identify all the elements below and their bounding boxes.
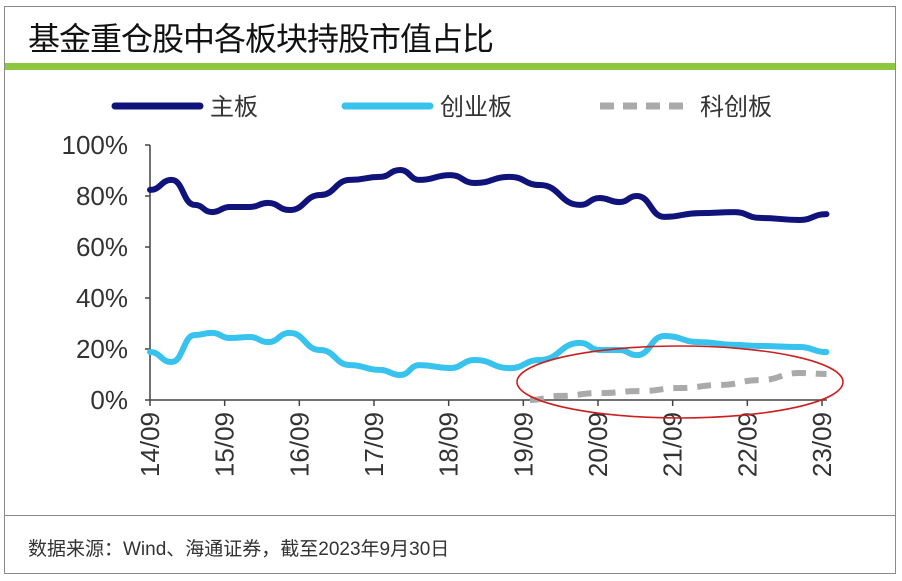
y-tick-label: 60% xyxy=(76,232,128,262)
legend-label: 主板 xyxy=(210,93,258,121)
legend-label: 创业板 xyxy=(440,93,512,121)
footer-divider xyxy=(5,515,895,516)
y-tick-label: 0% xyxy=(90,385,128,415)
y-tick-label: 100% xyxy=(62,130,129,160)
x-tick-label: 20/09 xyxy=(583,412,613,477)
annotation-ellipse xyxy=(516,345,844,419)
chart-title: 基金重仓股中各板块持股市值占比 xyxy=(28,21,494,57)
x-tick-label: 14/09 xyxy=(135,412,165,477)
series-line-3 xyxy=(529,369,827,403)
legend-label: 科创板 xyxy=(700,93,772,121)
source-note: 数据来源：Wind、海通证券，截至2023年9月30日 xyxy=(28,539,450,560)
series-line-1 xyxy=(147,166,830,223)
y-tick-label: 20% xyxy=(76,334,128,364)
x-tick-label: 16/09 xyxy=(284,412,314,477)
y-tick-label: 40% xyxy=(76,283,128,313)
x-tick-label: 17/09 xyxy=(359,412,389,477)
title-divider xyxy=(5,63,895,70)
x-tick-label: 21/09 xyxy=(658,412,688,477)
x-tick-label: 15/09 xyxy=(210,412,240,477)
x-tick-label: 19/09 xyxy=(508,412,538,477)
series-line-2 xyxy=(147,329,830,379)
figure-border xyxy=(4,6,896,574)
x-tick-label: 23/09 xyxy=(807,412,837,477)
x-tick-label: 18/09 xyxy=(434,412,464,477)
y-tick-label: 80% xyxy=(76,181,128,211)
x-tick-label: 22/09 xyxy=(732,412,762,477)
